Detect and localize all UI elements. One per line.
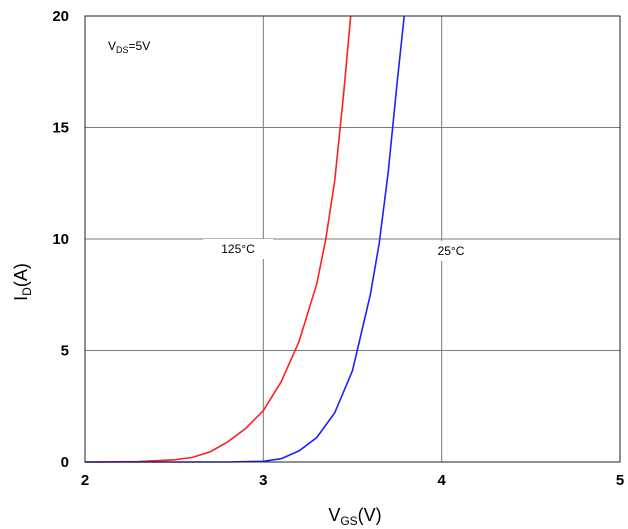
x-axis-label-unit: (V) (358, 505, 382, 525)
y-tick-label: 0 (61, 454, 69, 471)
x-tick-label: 5 (616, 472, 624, 489)
y-tick-label: 15 (52, 120, 69, 137)
y-axis-label-unit: (A) (11, 263, 31, 287)
series-layer (84, 15, 405, 463)
y-tick-label: 10 (52, 231, 69, 248)
series-label-bg (419, 241, 483, 261)
condition-main: V (108, 39, 116, 53)
x-tick-label: 3 (259, 472, 267, 489)
y-axis-label-sub: D (20, 287, 34, 296)
series-label-bg (203, 239, 274, 259)
plot-frame (84, 15, 621, 463)
y-tick-label: 5 (61, 343, 69, 360)
x-tick-label: 4 (437, 472, 446, 489)
series-line-0 (84, 15, 352, 463)
series-line-1 (85, 15, 405, 463)
x-axis-label-main: V (328, 505, 340, 525)
y-axis-label-main: I (11, 296, 31, 301)
x-tick-label: 2 (81, 472, 89, 489)
x-axis-label-sub: GS (340, 514, 357, 528)
series-label-25c: 25°C (438, 244, 465, 258)
y-axis-label: ID(A) (11, 263, 34, 301)
x-axis-label: VGS(V) (328, 505, 381, 528)
condition-rest: =5V (129, 39, 151, 53)
grid (85, 16, 620, 462)
condition-annotation: VDS=5V (108, 39, 150, 55)
series-label-125c: 125°C (221, 242, 255, 256)
condition-sub: DS (116, 45, 129, 55)
tick-labels: 2 3 4 5 0 5 10 15 20 (52, 8, 624, 489)
y-tick-label: 20 (52, 8, 69, 25)
